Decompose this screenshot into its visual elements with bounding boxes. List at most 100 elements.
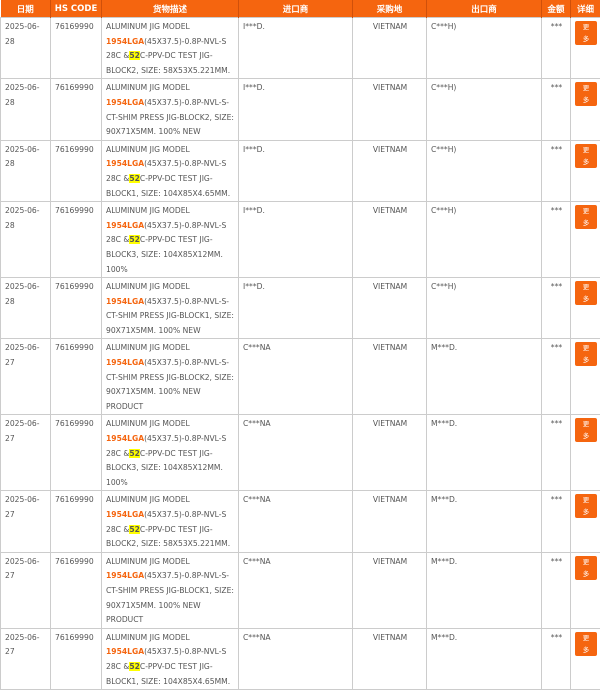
amount-cell: *** — [542, 79, 571, 140]
table-row: 2025-06-28 76169990 ALUMINUM JIG MODEL 1… — [1, 202, 600, 278]
date-cell: 2025-06-28 — [1, 202, 51, 278]
header-origin: 采购地 — [353, 0, 427, 18]
table-row: 2025-06-27 76169990 ALUMINUM JIG MODEL 1… — [1, 339, 600, 415]
table-row: 2025-06-27 76169990 ALUMINUM JIG MODEL 1… — [1, 491, 600, 552]
more-button[interactable]: 更多 — [575, 632, 597, 656]
keyword-highlight: 52 — [129, 662, 140, 671]
model-highlight: 1954LGA — [106, 221, 144, 230]
importer-cell: I***D. — [239, 278, 353, 339]
amount-cell: *** — [542, 140, 571, 201]
description-cell: ALUMINUM JIG MODEL 1954LGA(45X37.5)-0.8P… — [102, 278, 239, 339]
exporter-cell: M***D. — [427, 491, 542, 552]
model-highlight: 1954LGA — [106, 510, 144, 519]
description-prefix: ALUMINUM JIG MODEL — [106, 22, 190, 31]
exporter-cell: C***H) — [427, 278, 542, 339]
hs-code-cell: 76169990 — [51, 628, 102, 689]
description-cell: ALUMINUM JIG MODEL 1954LGA(45X37.5)-0.8P… — [102, 79, 239, 140]
date-cell: 2025-06-28 — [1, 140, 51, 201]
description-prefix: ALUMINUM JIG MODEL — [106, 633, 190, 642]
hs-code-cell: 76169990 — [51, 552, 102, 628]
origin-cell: VIETNAM — [353, 18, 427, 79]
hs-code-cell: 76169990 — [51, 415, 102, 491]
exporter-cell: C***H) — [427, 18, 542, 79]
date-cell: 2025-06-27 — [1, 491, 51, 552]
origin-cell: VIETNAM — [353, 202, 427, 278]
table-row: 2025-06-27 76169990 ALUMINUM JIG MODEL 1… — [1, 415, 600, 491]
model-highlight: 1954LGA — [106, 98, 144, 107]
description-prefix: ALUMINUM JIG MODEL — [106, 206, 190, 215]
importer-cell: C***NA — [239, 628, 353, 689]
more-button[interactable]: 更多 — [575, 556, 597, 580]
origin-cell: VIETNAM — [353, 415, 427, 491]
header-importer: 进口商 — [239, 0, 353, 18]
importer-cell: I***D. — [239, 79, 353, 140]
amount-cell: *** — [542, 415, 571, 491]
model-highlight: 1954LGA — [106, 297, 144, 306]
details-cell: 更多 — [571, 415, 600, 491]
model-highlight: 1954LGA — [106, 37, 144, 46]
description-prefix: ALUMINUM JIG MODEL — [106, 145, 190, 154]
exporter-cell: C***H) — [427, 140, 542, 201]
origin-cell: VIETNAM — [353, 140, 427, 201]
more-button[interactable]: 更多 — [575, 494, 597, 518]
table-row: 2025-06-28 76169990 ALUMINUM JIG MODEL 1… — [1, 79, 600, 140]
importer-cell: I***D. — [239, 202, 353, 278]
amount-cell: *** — [542, 278, 571, 339]
model-highlight: 1954LGA — [106, 159, 144, 168]
model-highlight: 1954LGA — [106, 358, 144, 367]
more-button[interactable]: 更多 — [575, 342, 597, 366]
amount-cell: *** — [542, 628, 571, 689]
hs-code-cell: 76169990 — [51, 491, 102, 552]
description-cell: ALUMINUM JIG MODEL 1954LGA(45X37.5)-0.8P… — [102, 491, 239, 552]
origin-cell: VIETNAM — [353, 552, 427, 628]
details-cell: 更多 — [571, 628, 600, 689]
table-header: 日期 HS CODE 货物描述 进口商 采购地 出口商 金额 详细 — [1, 0, 600, 18]
importer-cell: I***D. — [239, 18, 353, 79]
details-cell: 更多 — [571, 552, 600, 628]
description-cell: ALUMINUM JIG MODEL 1954LGA(45X37.5)-0.8P… — [102, 628, 239, 689]
exporter-cell: M***D. — [427, 552, 542, 628]
model-highlight: 1954LGA — [106, 571, 144, 580]
date-cell: 2025-06-27 — [1, 552, 51, 628]
more-button[interactable]: 更多 — [575, 21, 597, 45]
description-prefix: ALUMINUM JIG MODEL — [106, 83, 190, 92]
table-row: 2025-06-27 76169990 ALUMINUM JIG MODEL 1… — [1, 628, 600, 689]
more-button[interactable]: 更多 — [575, 418, 597, 442]
amount-cell: *** — [542, 18, 571, 79]
exporter-cell: M***D. — [427, 628, 542, 689]
more-button[interactable]: 更多 — [575, 205, 597, 229]
importer-cell: C***NA — [239, 552, 353, 628]
header-description: 货物描述 — [102, 0, 239, 18]
date-cell: 2025-06-27 — [1, 628, 51, 689]
exporter-cell: M***D. — [427, 415, 542, 491]
header-amount: 金额 — [542, 0, 571, 18]
date-cell: 2025-06-28 — [1, 278, 51, 339]
exporter-cell: M***D. — [427, 339, 542, 415]
keyword-highlight: 52 — [129, 51, 140, 60]
details-cell: 更多 — [571, 18, 600, 79]
importer-cell: C***NA — [239, 339, 353, 415]
more-button[interactable]: 更多 — [575, 281, 597, 305]
details-cell: 更多 — [571, 339, 600, 415]
amount-cell: *** — [542, 491, 571, 552]
hs-code-cell: 76169990 — [51, 140, 102, 201]
table-row: 2025-06-28 76169990 ALUMINUM JIG MODEL 1… — [1, 140, 600, 201]
details-cell: 更多 — [571, 491, 600, 552]
description-cell: ALUMINUM JIG MODEL 1954LGA(45X37.5)-0.8P… — [102, 18, 239, 79]
details-cell: 更多 — [571, 278, 600, 339]
description-cell: ALUMINUM JIG MODEL 1954LGA(45X37.5)-0.8P… — [102, 552, 239, 628]
description-prefix: ALUMINUM JIG MODEL — [106, 495, 190, 504]
description-cell: ALUMINUM JIG MODEL 1954LGA(45X37.5)-0.8P… — [102, 202, 239, 278]
keyword-highlight: 52 — [129, 525, 140, 534]
description-prefix: ALUMINUM JIG MODEL — [106, 419, 190, 428]
header-exporter: 出口商 — [427, 0, 542, 18]
origin-cell: VIETNAM — [353, 278, 427, 339]
details-cell: 更多 — [571, 140, 600, 201]
more-button[interactable]: 更多 — [575, 82, 597, 106]
importer-cell: C***NA — [239, 491, 353, 552]
origin-cell: VIETNAM — [353, 491, 427, 552]
hs-code-cell: 76169990 — [51, 339, 102, 415]
more-button[interactable]: 更多 — [575, 144, 597, 168]
origin-cell: VIETNAM — [353, 339, 427, 415]
